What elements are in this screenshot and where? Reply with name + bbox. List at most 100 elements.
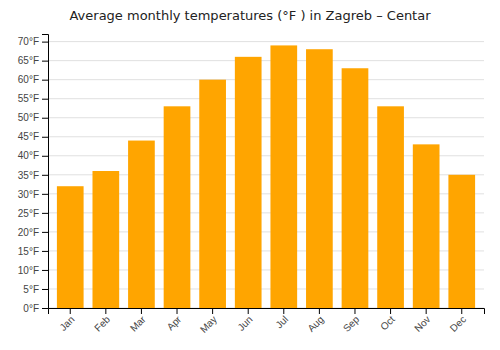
grid-line bbox=[48, 98, 484, 99]
x-tick: Jun bbox=[235, 308, 254, 333]
x-tick: May bbox=[198, 308, 219, 335]
y-tick: 5°F bbox=[23, 284, 48, 295]
y-tick-label: 65°F bbox=[18, 55, 39, 66]
x-tick: Aug bbox=[305, 308, 325, 334]
x-tick-mark bbox=[461, 308, 462, 314]
y-tick: 35°F bbox=[18, 170, 48, 181]
y-tick-label: 10°F bbox=[18, 265, 39, 276]
x-tick: Oct bbox=[378, 308, 397, 332]
y-axis: 0°F 5°F 10°F 15°F 20°F 25°F 30°F 35°F 40°F 45°F 50… bbox=[18, 35, 49, 314]
y-tick: 70°F bbox=[18, 36, 48, 47]
x-tick-mark bbox=[177, 308, 178, 314]
grid-line bbox=[48, 41, 484, 42]
plot: 0°F 5°F 10°F 15°F 20°F 25°F 30°F 35°F 40°F 45°F 50… bbox=[18, 35, 485, 335]
y-tick-mark bbox=[42, 213, 48, 214]
y-tick-mark bbox=[42, 289, 48, 290]
y-tick-mark bbox=[42, 156, 48, 157]
y-tick: 40°F bbox=[18, 150, 48, 161]
y-tick-mark bbox=[42, 42, 48, 43]
bar bbox=[270, 45, 297, 308]
y-tick-mark bbox=[42, 99, 48, 100]
y-tick-mark bbox=[42, 251, 48, 252]
bars bbox=[57, 45, 475, 308]
x-tick: Mar bbox=[128, 308, 148, 334]
y-tick-label: 20°F bbox=[18, 227, 39, 238]
bar bbox=[128, 141, 155, 308]
y-tick-label: 40°F bbox=[18, 150, 39, 161]
x-tick-mark bbox=[319, 308, 320, 314]
bar bbox=[413, 144, 440, 308]
y-tick-label: 15°F bbox=[18, 246, 39, 257]
x-tick: Sep bbox=[341, 308, 362, 334]
title: Average monthly temperatures (°F ) in Za… bbox=[69, 8, 431, 23]
x-tick-label: Aug bbox=[305, 314, 325, 334]
y-tick: 0°F bbox=[23, 303, 48, 314]
y-tick-mark bbox=[42, 137, 48, 138]
x-tick-mark bbox=[426, 308, 427, 314]
bar bbox=[306, 49, 333, 308]
y-tick-mark bbox=[42, 80, 48, 81]
y-tick: 10°F bbox=[18, 265, 48, 276]
x-tick-mark bbox=[141, 308, 142, 314]
y-tick: 15°F bbox=[18, 246, 48, 257]
x-tick-mark bbox=[70, 308, 71, 314]
grid-line bbox=[48, 60, 484, 61]
chart: 0°F 5°F 10°F 15°F 20°F 25°F 30°F 35°F 40°F 45°F 50… bbox=[0, 0, 500, 350]
y-tick: 20°F bbox=[18, 227, 48, 238]
x-tick: Jul bbox=[273, 308, 290, 330]
y-tick: 25°F bbox=[18, 208, 48, 219]
y-tick-label: 45°F bbox=[18, 131, 39, 142]
x-tick: Dec bbox=[448, 308, 468, 334]
bar bbox=[235, 57, 262, 308]
x-tick-mark bbox=[212, 308, 213, 314]
bar bbox=[164, 106, 191, 308]
bar bbox=[199, 80, 226, 308]
x-tick-label: Mar bbox=[128, 313, 148, 333]
grid bbox=[48, 42, 484, 308]
x-tick-mark bbox=[105, 308, 106, 314]
y-tick: 50°F bbox=[18, 112, 48, 123]
x-tick-mark bbox=[354, 308, 355, 314]
x-tick-label: Sep bbox=[341, 313, 362, 334]
y-tick-mark bbox=[42, 232, 48, 233]
bar bbox=[448, 175, 475, 308]
y-axis-line bbox=[42, 35, 49, 309]
y-tick-label: 25°F bbox=[18, 208, 39, 219]
x-tick-mark bbox=[390, 308, 391, 314]
y-tick-label: 70°F bbox=[18, 36, 39, 47]
x-tick-label: Feb bbox=[92, 313, 112, 333]
x-tick-label: Jan bbox=[57, 314, 76, 333]
x-tick: Nov bbox=[412, 308, 432, 334]
y-tick: 45°F bbox=[18, 131, 48, 142]
y-tick-label: 50°F bbox=[18, 112, 39, 123]
y-tick-label: 30°F bbox=[18, 189, 39, 200]
x-tick: Feb bbox=[92, 308, 112, 334]
y-tick-mark bbox=[42, 118, 48, 119]
y-tick: 30°F bbox=[18, 189, 48, 200]
y-tick-mark bbox=[42, 194, 48, 195]
bar bbox=[57, 186, 84, 308]
grid-line bbox=[48, 136, 484, 137]
x-tick: Apr bbox=[165, 308, 184, 332]
y-tick-label: 0°F bbox=[23, 303, 39, 314]
x-tick-label: Apr bbox=[165, 313, 184, 332]
x-tick-label: Jun bbox=[235, 314, 254, 333]
x-tick-label: May bbox=[198, 314, 219, 335]
y-tick-mark bbox=[42, 175, 48, 176]
bar bbox=[377, 106, 404, 308]
y-tick-label: 55°F bbox=[18, 93, 39, 104]
x-axis: Jan Feb Mar Apr May Jun Jul Aug Sep Oct Nov Dec bbox=[49, 308, 485, 335]
x-tick-label: Nov bbox=[412, 314, 432, 334]
y-tick: 60°F bbox=[18, 74, 48, 85]
y-tick-mark bbox=[42, 270, 48, 271]
x-tick-label: Oct bbox=[378, 314, 397, 333]
y-tick-label: 60°F bbox=[18, 74, 39, 85]
y-tick-label: 5°F bbox=[23, 284, 39, 295]
x-tick-label: Dec bbox=[448, 314, 468, 334]
bar bbox=[92, 171, 119, 308]
x-tick: Jan bbox=[57, 308, 76, 333]
y-tick-mark bbox=[42, 308, 48, 309]
y-tick-label: 35°F bbox=[18, 170, 39, 181]
grid-line bbox=[48, 79, 484, 80]
x-tick-mark bbox=[248, 308, 249, 314]
